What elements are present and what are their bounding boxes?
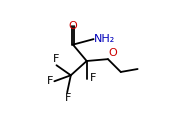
Text: O: O: [108, 48, 117, 58]
Text: F: F: [47, 76, 53, 86]
Text: F: F: [53, 54, 60, 64]
Text: O: O: [69, 21, 77, 31]
Text: NH₂: NH₂: [94, 34, 115, 44]
Text: F: F: [65, 93, 71, 103]
Text: F: F: [90, 73, 96, 83]
